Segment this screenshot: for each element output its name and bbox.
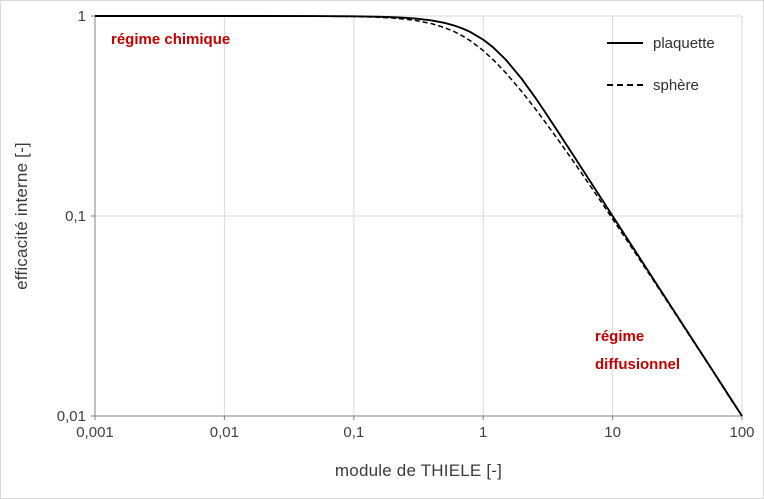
y-tick-label: 1 bbox=[78, 8, 86, 25]
x-tick-label: 0,001 bbox=[76, 424, 114, 441]
x-tick-label: 10 bbox=[604, 424, 621, 441]
annotation-regime-chimique: régime chimique bbox=[111, 31, 231, 48]
series-line-sphere bbox=[95, 15, 743, 417]
x-tick-label: 0,1 bbox=[343, 424, 364, 441]
x-tick-label: 100 bbox=[729, 424, 754, 441]
x-axis-title: module de THIELE [-] bbox=[334, 461, 503, 480]
legend-label-sphere: sphère bbox=[653, 76, 699, 94]
y-tick-label: 0,01 bbox=[57, 408, 86, 425]
y-axis-title: efficacité interne [-] bbox=[12, 142, 31, 290]
annotation-regime-diffusionnel: régime diffusionnel bbox=[595, 328, 680, 373]
legend-item-plaquette: plaquette bbox=[607, 31, 715, 55]
legend-dashed-line-sample bbox=[607, 84, 643, 86]
legend: plaquette sphère bbox=[607, 31, 715, 97]
legend-label-plaquette: plaquette bbox=[653, 34, 715, 52]
x-tick-label: 0,01 bbox=[210, 424, 239, 441]
x-tick-label: 1 bbox=[479, 424, 487, 441]
legend-item-sphere: sphère bbox=[607, 73, 715, 97]
y-tick-label: 0,1 bbox=[65, 208, 86, 225]
legend-solid-line-sample bbox=[607, 42, 643, 44]
